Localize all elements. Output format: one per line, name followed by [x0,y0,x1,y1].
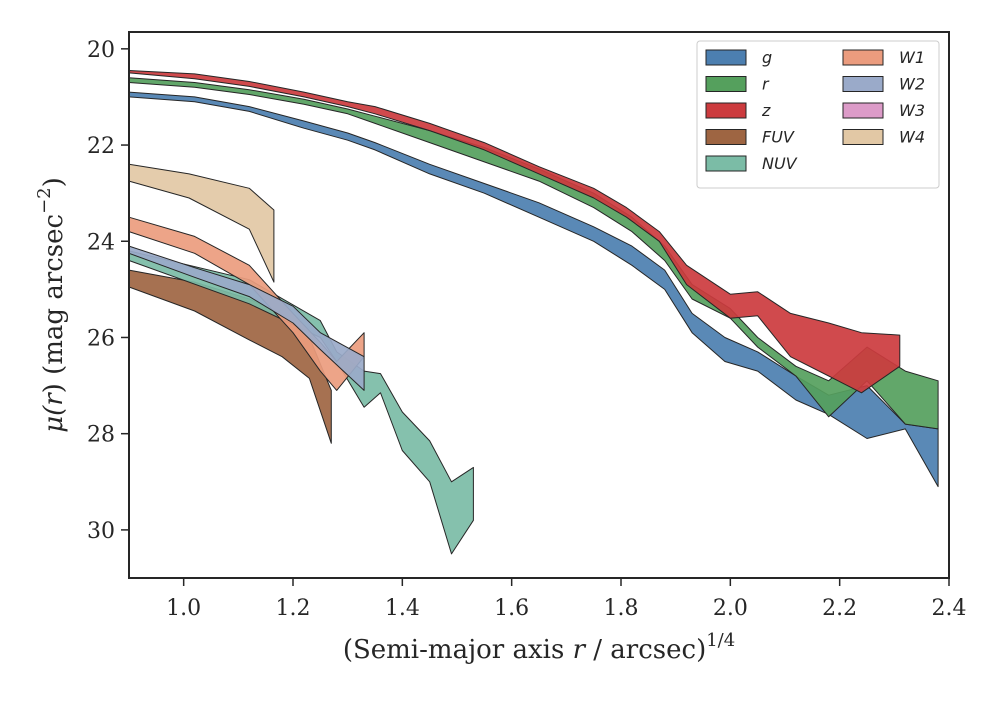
legend-label-fuv: FUV [762,128,795,147]
series-band-w4 [128,163,275,283]
y-axis: 20 22 24 26 28 30 [87,38,129,544]
x-tick-label: 2.0 [713,596,748,621]
x-tick-label: 1.4 [385,596,420,621]
legend-label-r: r [762,75,770,94]
legend: grz FUV NUV W1 W2 W3 W4 [696,40,940,189]
legend-swatch-r [705,76,747,92]
legend-swatch-fuv [705,129,747,145]
y-tick-label: 20 [87,38,115,63]
x-tick-label: 2.2 [822,596,857,621]
y-tick-label: 24 [87,230,115,255]
x-tick-label: 1.8 [604,596,639,621]
y-tick-label: 30 [87,519,115,544]
x-axis-title: (Semi-major axis r / arcsec)1/4 [343,630,735,665]
legend-swatch-w3 [842,102,884,119]
legend-swatch-z [705,102,747,119]
legend-label-w3: W3 [899,101,925,120]
series-band-w2 [128,245,365,391]
legend-swatch-nuv [705,155,747,172]
legend-label-nuv: NUV [762,154,798,173]
legend-swatch-g [705,49,747,66]
legend-label-w2: W2 [899,75,925,94]
series-band-g [128,91,939,488]
legend-label-w4: W4 [899,128,925,147]
x-tick-label: 1.2 [276,596,311,621]
x-axis: 1.0 1.2 1.4 1.6 1.8 2.0 2.2 2.4 [166,578,967,621]
legend-swatch-w2 [842,76,884,92]
legend-label-z: z [761,101,771,120]
y-tick-label: 22 [87,134,115,159]
legend-swatch-w4 [842,129,884,145]
legend-label-w1: W1 [899,48,925,67]
x-tick-label: 1.0 [166,596,201,621]
x-tick-label: 1.6 [494,596,529,621]
legend-label-g: g [762,48,772,67]
y-tick-label: 26 [87,326,115,351]
plot-frame [128,31,950,579]
y-tick-label: 28 [87,423,115,448]
x-tick-label: 2.4 [932,596,967,621]
y-axis-title: μ(r) (mag arcsec−2) [34,177,69,433]
series-band-z [128,70,901,394]
legend-swatch-w1 [842,49,884,66]
series-bands [128,70,939,555]
